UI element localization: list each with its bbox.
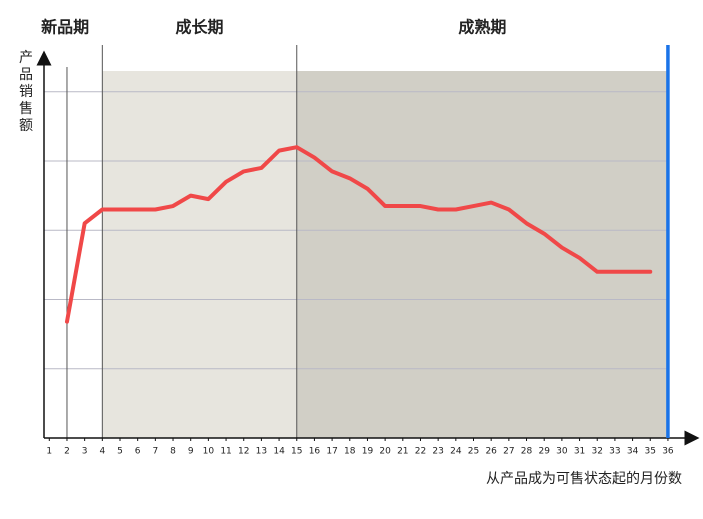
x-tick-label: 19 <box>362 447 374 457</box>
x-tick-label: 36 <box>662 447 674 457</box>
x-tick-label: 10 <box>203 447 215 457</box>
x-tick-label: 28 <box>521 447 533 457</box>
x-tick-label: 1 <box>46 447 52 457</box>
x-tick-label: 11 <box>220 447 231 457</box>
x-tick-label: 5 <box>117 447 123 457</box>
x-tick-label: 30 <box>556 447 568 457</box>
phase-label: 新品期 <box>41 18 89 37</box>
x-tick-label: 33 <box>609 447 620 457</box>
x-tick-label: 27 <box>503 447 514 457</box>
x-tick-label: 20 <box>379 447 391 457</box>
x-tick-label: 17 <box>326 447 337 457</box>
y-axis-label: 产品销售额 <box>17 50 33 135</box>
x-tick-label: 35 <box>645 447 656 457</box>
x-tick-label: 4 <box>99 447 105 457</box>
x-tick-label: 18 <box>344 447 356 457</box>
x-tick-label: 8 <box>170 447 176 457</box>
x-tick-label: 23 <box>432 447 443 457</box>
x-tick-label: 14 <box>273 447 285 457</box>
x-tick-label: 34 <box>627 447 639 457</box>
phase-region <box>296 71 668 438</box>
x-tick-label: 9 <box>188 447 194 457</box>
x-axis-label: 从产品成为可售状态起的月份数 <box>486 471 682 487</box>
x-tick-label: 24 <box>450 447 462 457</box>
x-tick-label: 13 <box>256 447 267 457</box>
x-tick-label: 29 <box>538 447 550 457</box>
x-tick-label: 3 <box>82 447 88 457</box>
x-tick-label: 15 <box>291 447 302 457</box>
x-tick-label: 25 <box>468 447 479 457</box>
phase-label: 成长期 <box>176 18 224 37</box>
x-tick-label: 21 <box>397 447 408 457</box>
phase-region <box>66 71 103 438</box>
phase-region <box>102 71 297 438</box>
sales-line <box>64 145 653 324</box>
x-tick-label: 2 <box>64 447 70 457</box>
x-tick-label: 6 <box>135 447 141 457</box>
x-tick-label: 26 <box>485 447 497 457</box>
x-tick-label: 31 <box>574 447 585 457</box>
x-tick-label: 12 <box>238 447 249 457</box>
phase-label: 成熟期 <box>458 18 506 37</box>
x-tick-label: 32 <box>592 447 603 457</box>
x-tick-label: 7 <box>152 447 158 457</box>
x-tick-label: 16 <box>309 447 321 457</box>
x-tick-label: 22 <box>415 447 426 457</box>
